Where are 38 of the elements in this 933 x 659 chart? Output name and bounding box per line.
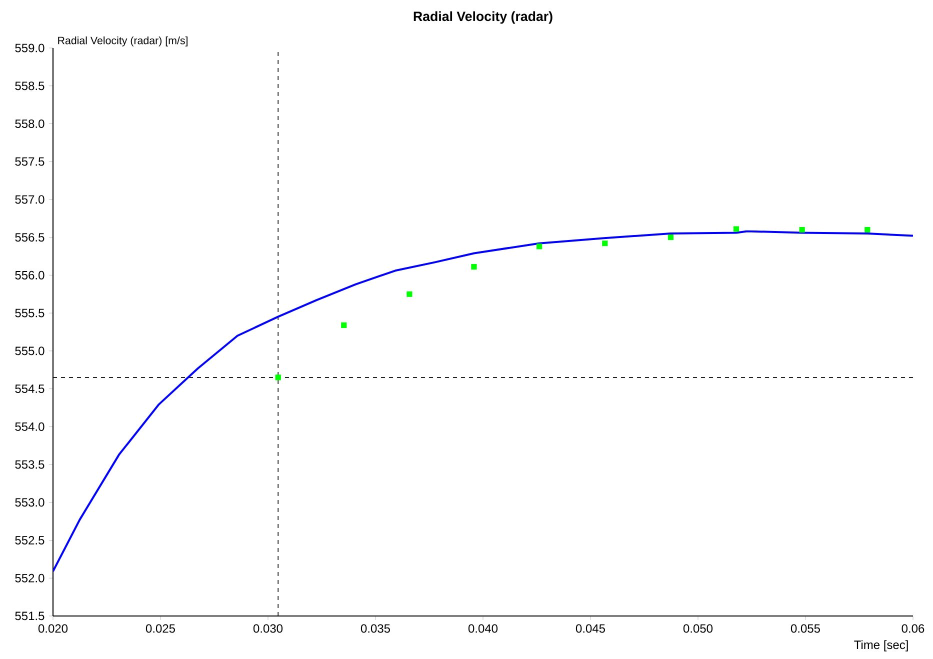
y-tick-label: 553.0 <box>15 498 44 507</box>
x-tick-label: 0.030 <box>253 624 283 633</box>
y-tick-label: 557.0 <box>15 195 44 204</box>
y-tick-label: 552.0 <box>15 574 44 582</box>
point <box>536 244 542 250</box>
x-tick-label: 0.040 <box>468 624 498 633</box>
chart-title: Radial Velocity (radar) <box>414 11 552 24</box>
point <box>733 226 740 232</box>
y-tick-label: 559.0 <box>15 44 44 52</box>
x-tick-label: 0.06 <box>902 624 924 633</box>
y-tick-label: 556.5 <box>15 233 44 242</box>
x-tick-label: 0.035 <box>360 624 390 633</box>
point <box>275 374 281 380</box>
point <box>341 322 347 328</box>
x-tick-label: 0.020 <box>38 624 68 633</box>
point <box>406 291 412 297</box>
y-tick-label: 551.5 <box>15 612 44 620</box>
point <box>799 226 805 233</box>
x-tick-label: 0.025 <box>146 624 176 633</box>
y-tick-label: 554.0 <box>15 422 44 431</box>
y-axis-title: Radial Velocity (radar) [m/s] <box>58 36 188 46</box>
y-tick-label: 555.0 <box>15 346 44 356</box>
y-tick-label: 552.5 <box>15 536 44 545</box>
point <box>471 264 477 270</box>
y-tick-label: 557.5 <box>15 157 44 166</box>
x-tick-label: 0.055 <box>790 624 820 633</box>
y-tick-label: 555.5 <box>15 308 44 318</box>
x-axis-title: Time [sec] <box>854 640 908 652</box>
point <box>668 234 674 240</box>
point <box>864 226 870 233</box>
y-tick-label: 558.5 <box>15 82 44 90</box>
y-tick-label: 556.0 <box>15 270 44 280</box>
y-tick-label: 553.5 <box>15 460 44 469</box>
y-tick-label: 558.0 <box>15 119 44 128</box>
y-tick-label: 554.5 <box>15 384 44 393</box>
x-tick-label: 0.050 <box>683 624 713 633</box>
x-tick-label: 0.045 <box>576 624 606 633</box>
point <box>602 240 608 246</box>
